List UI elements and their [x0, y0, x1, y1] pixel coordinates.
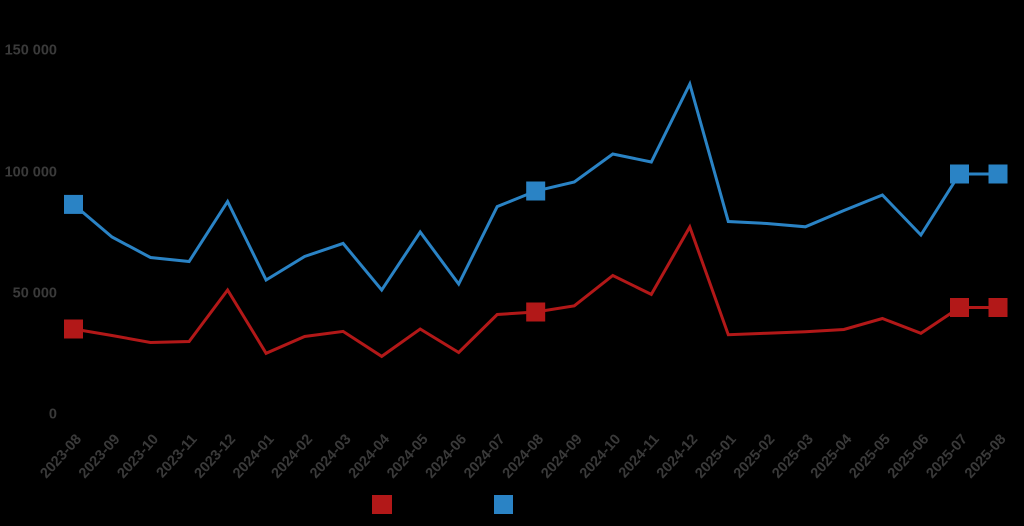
svg-text:50 000: 50 000: [13, 286, 57, 302]
svg-text:150 000: 150 000: [5, 43, 57, 59]
svg-text:100 000: 100 000: [5, 165, 57, 181]
svg-text:0: 0: [49, 407, 57, 423]
